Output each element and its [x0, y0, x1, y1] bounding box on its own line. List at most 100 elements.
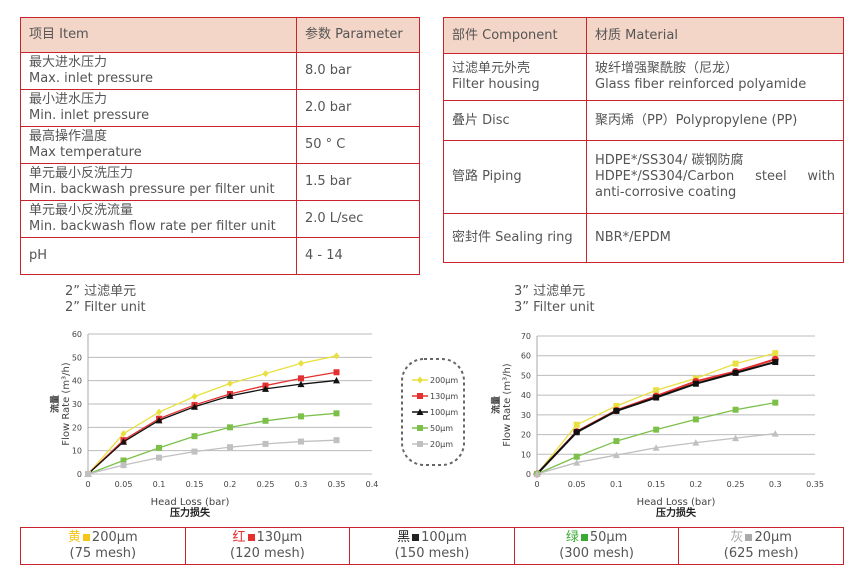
series-4 [533, 430, 779, 477]
chart2-title: 3” 过滤单元 3” Filter unit [514, 284, 595, 316]
mesh-legend-item: 黄 200µm (75 mesh) [21, 528, 186, 564]
data-point [771, 430, 779, 437]
data-point [262, 385, 269, 392]
data-point [156, 408, 162, 416]
mesh-legend-item: 灰 20µm (625 mesh) [679, 528, 843, 564]
mesh-size: 20µm [754, 530, 792, 545]
spec-item-cn: 最大进水压力 [29, 55, 108, 70]
data-point [155, 416, 163, 424]
spec-item-cn: 最高操作温度 [29, 129, 108, 144]
data-point [772, 399, 779, 406]
data-point [772, 359, 779, 366]
mesh-size: 130µm [256, 530, 303, 545]
x-tick-label: 0.25 [727, 480, 745, 489]
spec-item-en: Max. inlet pressure [29, 71, 153, 86]
chart1-title: 2” 过滤单元 2” Filter unit [65, 284, 146, 316]
y-tick-label: 0 [77, 470, 82, 479]
material-name: 聚丙烯（PP）Polypropylene (PP) [586, 100, 844, 141]
chart-1 [84, 333, 465, 478]
legend-marker [417, 441, 423, 447]
data-point [653, 387, 660, 394]
data-point [120, 430, 127, 438]
legend-marker [417, 376, 423, 384]
chart2-title-cn: 3” 过滤单元 [514, 284, 586, 299]
series-line [87, 355, 337, 475]
data-point [85, 471, 91, 477]
legend-label: 50µm [430, 424, 453, 433]
data-point [227, 424, 233, 431]
chart1-title-en: 2” Filter unit [65, 300, 146, 315]
y-tick-label: 50 [72, 353, 82, 362]
mesh-legend-item: 黑 100µm (150 mesh) [350, 528, 515, 564]
data-point [191, 448, 198, 455]
data-point [298, 413, 304, 420]
y-axis-label: Flow Rate (m³/h) [502, 363, 513, 446]
color-swatch [745, 534, 753, 541]
data-point [732, 434, 740, 442]
data-point [333, 437, 340, 444]
data-point [333, 369, 340, 376]
spec-row: 最小进水压力 Min. inlet pressure 2.0 bar [20, 89, 420, 127]
data-point [191, 403, 198, 410]
legend-box [401, 358, 465, 466]
x-tick-label: 0.25 [257, 480, 275, 489]
color-swatch [580, 534, 588, 541]
series-20µm [85, 437, 340, 477]
mesh-count: (150 mesh) [394, 546, 470, 561]
spec-item: 单元最小反洗压力 Min. backwash pressure per filte… [20, 163, 297, 201]
data-point [156, 454, 162, 461]
data-point [692, 439, 700, 446]
series-line [87, 371, 337, 475]
data-point [227, 379, 233, 387]
data-point [333, 410, 340, 417]
data-point [772, 350, 779, 357]
material-row: 过滤单元外壳 Filter housing 玻纤增强聚酰胺（尼龙） Glass f… [443, 53, 844, 101]
mesh-count: (625 mesh) [723, 546, 799, 561]
y-axis-label: Flow Rate (m³/h) [61, 362, 72, 445]
material-row: 管路 Piping HDPE*/SS304/ 碳钢防腐 HDPE*/SS304/C… [443, 140, 844, 214]
data-point [191, 393, 198, 401]
mesh-count: (75 mesh) [69, 546, 137, 561]
material-name: NBR*/EPDM [586, 213, 844, 263]
data-point [227, 444, 233, 451]
spec-row: 单元最小反洗流量 Min. backwash flow rate per filt… [20, 200, 420, 238]
color-name-cn: 灰 [730, 530, 744, 545]
material-row: 叠片 Disc 聚丙烯（PP）Polypropylene (PP) [443, 100, 844, 141]
component-name: 叠片 Disc [443, 100, 587, 141]
x-tick-label: 0.35 [328, 480, 346, 489]
chart1-title-cn: 2” 过滤单元 [65, 284, 137, 299]
data-point [297, 380, 305, 388]
y-tick-label: 40 [72, 377, 82, 386]
spec-item-en: Min. backwash pressure per filter unit [29, 182, 275, 197]
color-name-cn: 黑 [397, 530, 411, 545]
spec-value: 1.5 bar [296, 163, 420, 201]
spec-item: pH [20, 237, 297, 275]
y-tick-label: 20 [521, 431, 531, 440]
material-table: 部件 Component 材质 Material 过滤单元外壳 Filter ho… [443, 17, 844, 263]
legend-marker [417, 393, 423, 399]
data-point [613, 438, 620, 445]
y-tick-label: 70 [521, 332, 531, 341]
spec-value: 4 - 14 [296, 237, 420, 275]
x-axis-label-cn: 压力损失 [656, 506, 697, 519]
header-parameter: 参数 Parameter [296, 17, 420, 53]
series-line [87, 379, 337, 475]
x-tick-label: 0.3 [295, 480, 308, 489]
mesh-legend-item: 红 130µm (120 mesh) [186, 528, 351, 564]
chart-legend [401, 358, 465, 466]
legend-label: 130µm [430, 392, 458, 401]
data-point [120, 438, 127, 445]
chart-2 [533, 335, 815, 478]
y-tick-label: 10 [521, 450, 531, 459]
spec-value: 2.0 bar [296, 89, 420, 127]
x-tick-label: 0.15 [647, 480, 665, 489]
mesh-legend-item: 绿 50µm (300 mesh) [515, 528, 680, 564]
x-axis-label: Head Loss (bar) [151, 497, 230, 508]
data-point [298, 359, 304, 367]
legend-label: 200µm [430, 376, 458, 385]
data-point [653, 426, 660, 433]
x-tick-label: 0.35 [806, 480, 824, 489]
mesh-count: (120 mesh) [230, 546, 305, 561]
mesh-legend: 黄 200µm (75 mesh) 红 130µm (120 mesh) 黑 100µm (15… [20, 527, 844, 565]
